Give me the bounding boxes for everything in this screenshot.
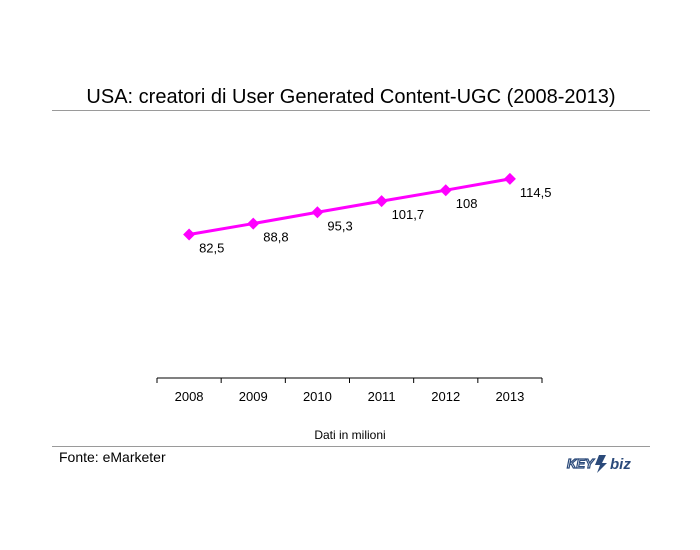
data-label: 108 [456,196,478,211]
data-point-marker [247,217,260,230]
data-label: 88,8 [263,230,288,245]
data-label: 101,7 [392,207,425,222]
series-line [188,177,511,237]
series-markers [183,172,516,241]
footer-divider [52,446,650,447]
data-labels: 82,5 88,8 95,3 101,7 108 114,5 [199,185,551,256]
x-tick-label: 2009 [239,389,268,404]
data-label: 95,3 [327,218,352,233]
x-tick-label: 2013 [495,389,524,404]
data-label: 114,5 [520,185,552,200]
data-point-marker [439,184,452,197]
data-point-marker [183,228,196,241]
title-divider [52,110,650,111]
x-axis-tick-labels: 2008 2009 2010 2011 2012 2013 [175,389,525,404]
data-point-marker [503,172,516,185]
chart-title: USA: creatori di User Generated Content-… [86,86,616,108]
data-point-marker [311,206,324,219]
x-tick-label: 2008 [175,389,204,404]
x-tick-label: 2012 [431,389,460,404]
x-tick-label: 2010 [303,389,332,404]
unit-note: Dati in milioni [314,428,386,442]
svg-text:KEY: KEY [567,456,595,471]
svg-text:biz: biz [610,456,631,473]
source-note: Fonte: eMarketer [59,449,166,465]
data-label: 82,5 [199,241,224,256]
data-point-marker [375,195,388,208]
key4biz-logo: KEY biz [566,452,644,474]
x-axis-ticks [156,378,543,383]
x-tick-label: 2011 [368,389,396,404]
